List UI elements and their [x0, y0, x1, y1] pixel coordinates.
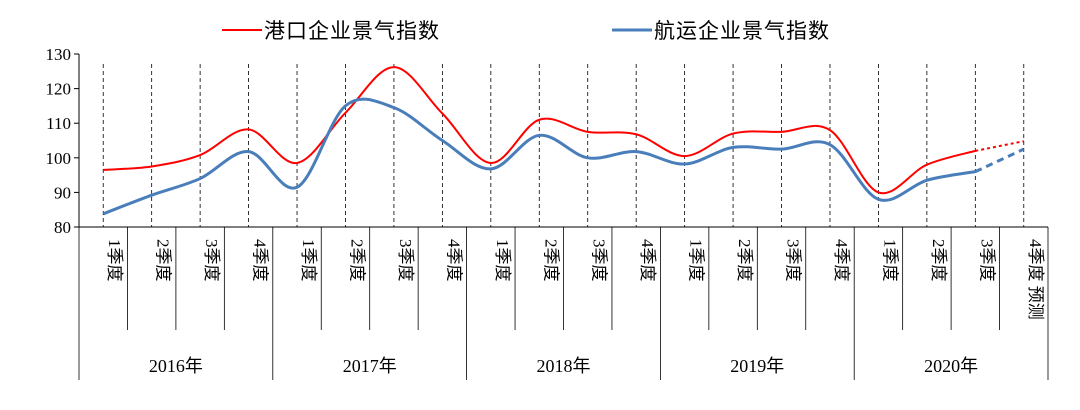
x-tick-label: 1季度: [493, 239, 512, 282]
x-year-label: 2017年: [343, 356, 397, 376]
x-tick-label: 4季度: [638, 239, 657, 282]
x-tick-label: 3季度: [784, 239, 803, 282]
y-tick-label: 130: [46, 45, 72, 64]
x-year-label: 2018年: [537, 356, 591, 376]
y-tick-label: 90: [54, 183, 71, 202]
y-axis-ticks: 80 90 100 110 120 130: [46, 45, 79, 237]
x-tick-label: 1季度: [299, 239, 318, 282]
x-tick-label: 2季度: [929, 239, 948, 282]
x-tick-label: 2季度: [541, 239, 560, 282]
x-tick-label: 2季度: [735, 239, 754, 282]
series-ship-forecast: [974, 147, 1025, 174]
x-tick-label: 1季度: [880, 239, 899, 282]
series-lines: [102, 66, 1025, 216]
x-tick-label: 2季度: [347, 239, 366, 282]
y-tick-label: 110: [46, 114, 71, 133]
y-tick-label: 120: [46, 80, 72, 99]
x-year-label: 2020年: [924, 356, 978, 376]
series-ship-line: [102, 97, 976, 216]
x-year-label: 2016年: [149, 356, 203, 376]
x-tick-label: 4季度: [444, 239, 463, 282]
y-tick-label: 100: [46, 149, 72, 168]
x-tick-label: 4季度: [251, 239, 270, 282]
x-tick-label: 4季度 预测: [1026, 239, 1045, 320]
legend: 港口企业景气指数 航运企业景气指数: [222, 19, 830, 43]
series-port-forecast: [975, 140, 1024, 152]
legend-port-label: 港口企业景气指数: [264, 19, 440, 43]
x-tick-label: 3季度: [590, 239, 609, 282]
x-tick-label: 3季度: [202, 239, 221, 282]
x-year-label: 2019年: [730, 356, 784, 376]
x-tick-label: 3季度: [396, 239, 415, 282]
vertical-gridlines: [102, 64, 1025, 227]
x-tick-label: 1季度: [105, 239, 124, 282]
y-tick-label: 80: [54, 218, 71, 237]
x-axis-categories: 1季度 2季度 3季度 4季度 1季度 2季度 3季度 4季度 1季度 2季度 3季度 4季度 1季度 2…: [78, 227, 1049, 380]
x-tick-label: 2季度: [154, 239, 173, 282]
series-port-line: [103, 66, 976, 195]
x-tick-label: 3季度: [977, 239, 996, 282]
legend-ship-label: 航运企业景气指数: [654, 19, 830, 43]
x-tick-label: 4季度: [832, 239, 851, 282]
x-tick-label: 1季度: [687, 239, 706, 282]
